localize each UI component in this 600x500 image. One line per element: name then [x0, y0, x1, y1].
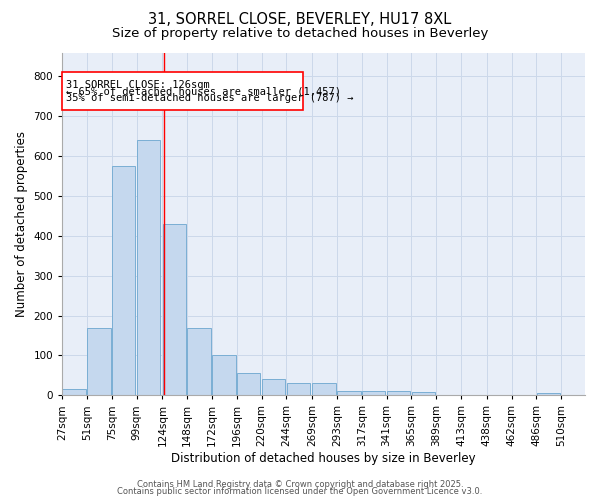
Bar [237, 374, 260, 396]
Bar [212, 356, 236, 396]
Bar [62, 390, 86, 396]
Bar [536, 393, 560, 396]
Bar [337, 390, 361, 396]
X-axis label: Distribution of detached houses by size in Beverley: Distribution of detached houses by size … [171, 452, 476, 465]
Text: Contains HM Land Registry data © Crown copyright and database right 2025.: Contains HM Land Registry data © Crown c… [137, 480, 463, 489]
Text: Size of property relative to detached houses in Beverley: Size of property relative to detached ho… [112, 28, 488, 40]
Bar [362, 392, 385, 396]
Text: 35% of semi-detached houses are larger (787) →: 35% of semi-detached houses are larger (… [67, 93, 354, 103]
Bar [137, 140, 160, 396]
Y-axis label: Number of detached properties: Number of detached properties [15, 131, 28, 317]
Text: 31, SORREL CLOSE, BEVERLEY, HU17 8XL: 31, SORREL CLOSE, BEVERLEY, HU17 8XL [148, 12, 452, 28]
Bar [187, 328, 211, 396]
Bar [87, 328, 110, 396]
Text: Contains public sector information licensed under the Open Government Licence v3: Contains public sector information licen… [118, 487, 482, 496]
Text: ← 65% of detached houses are smaller (1,457): ← 65% of detached houses are smaller (1,… [67, 86, 341, 97]
FancyBboxPatch shape [62, 72, 303, 110]
Bar [112, 166, 136, 396]
Bar [163, 224, 186, 396]
Bar [412, 392, 435, 396]
Bar [287, 384, 310, 396]
Bar [262, 380, 285, 396]
Text: 31 SORREL CLOSE: 126sqm: 31 SORREL CLOSE: 126sqm [67, 80, 210, 90]
Bar [387, 392, 410, 396]
Bar [313, 384, 336, 396]
